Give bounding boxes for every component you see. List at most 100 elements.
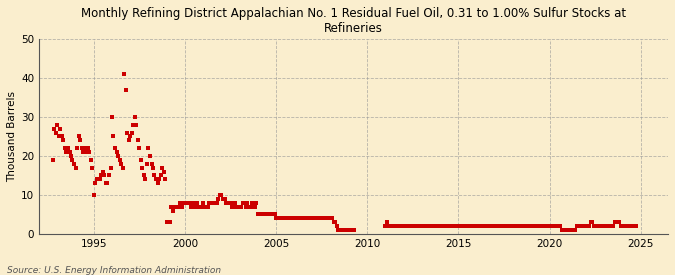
Point	[53, 134, 64, 139]
Point	[289, 216, 300, 221]
Point	[458, 224, 468, 228]
Point	[380, 224, 391, 228]
Point	[464, 224, 475, 228]
Point	[307, 216, 318, 221]
Point	[281, 216, 292, 221]
Point	[610, 220, 620, 224]
Point	[105, 166, 116, 170]
Point	[115, 161, 126, 166]
Point	[283, 216, 294, 221]
Point	[518, 224, 529, 228]
Point	[117, 166, 128, 170]
Point	[410, 224, 421, 228]
Point	[462, 224, 473, 228]
Point	[294, 216, 304, 221]
Point	[210, 200, 221, 205]
Point	[176, 204, 187, 209]
Point	[488, 224, 499, 228]
Point	[256, 212, 267, 217]
Point	[193, 204, 204, 209]
Point	[561, 228, 572, 232]
Point	[541, 224, 552, 228]
Point	[611, 220, 622, 224]
Point	[74, 134, 84, 139]
Point	[421, 224, 432, 228]
Point	[63, 146, 74, 150]
Point	[317, 216, 327, 221]
Point	[589, 224, 599, 228]
Point	[298, 216, 309, 221]
Point	[481, 224, 491, 228]
Point	[128, 123, 139, 127]
Point	[532, 224, 543, 228]
Point	[596, 224, 607, 228]
Point	[125, 134, 136, 139]
Point	[78, 150, 88, 154]
Point	[550, 224, 561, 228]
Point	[157, 166, 167, 170]
Point	[302, 216, 313, 221]
Point	[618, 224, 629, 228]
Point	[617, 224, 628, 228]
Point	[497, 224, 508, 228]
Point	[475, 224, 485, 228]
Point	[527, 224, 538, 228]
Point	[511, 224, 522, 228]
Point	[131, 123, 142, 127]
Point	[389, 224, 400, 228]
Point	[257, 212, 268, 217]
Point	[304, 216, 315, 221]
Point	[448, 224, 459, 228]
Point	[438, 224, 449, 228]
Point	[190, 204, 201, 209]
Point	[288, 216, 298, 221]
Point	[433, 224, 444, 228]
Point	[97, 169, 108, 174]
Point	[259, 212, 269, 217]
Point	[166, 204, 177, 209]
Point	[430, 224, 441, 228]
Point	[587, 220, 597, 224]
Point	[538, 224, 549, 228]
Point	[472, 224, 483, 228]
Point	[459, 224, 470, 228]
Point	[55, 126, 66, 131]
Point	[495, 224, 506, 228]
Point	[196, 204, 207, 209]
Point	[187, 204, 198, 209]
Point	[450, 224, 461, 228]
Point	[58, 138, 69, 142]
Point	[52, 123, 63, 127]
Point	[90, 181, 101, 185]
Point	[275, 216, 286, 221]
Point	[406, 224, 416, 228]
Point	[315, 216, 325, 221]
Point	[308, 216, 319, 221]
Point	[616, 224, 626, 228]
Point	[603, 224, 614, 228]
Point	[221, 200, 232, 205]
Point	[321, 216, 331, 221]
Point	[580, 224, 591, 228]
Point	[533, 224, 544, 228]
Point	[526, 224, 537, 228]
Point	[178, 200, 189, 205]
Point	[432, 224, 443, 228]
Point	[225, 200, 236, 205]
Point	[426, 224, 437, 228]
Point	[554, 224, 564, 228]
Point	[442, 224, 453, 228]
Point	[246, 200, 257, 205]
Point	[57, 134, 68, 139]
Point	[348, 228, 359, 232]
Point	[194, 204, 205, 209]
Point	[623, 224, 634, 228]
Point	[628, 224, 639, 228]
Point	[381, 220, 392, 224]
Point	[238, 200, 248, 205]
Point	[566, 228, 576, 232]
Point	[408, 224, 418, 228]
Point	[339, 228, 350, 232]
Point	[136, 158, 146, 162]
Point	[85, 158, 96, 162]
